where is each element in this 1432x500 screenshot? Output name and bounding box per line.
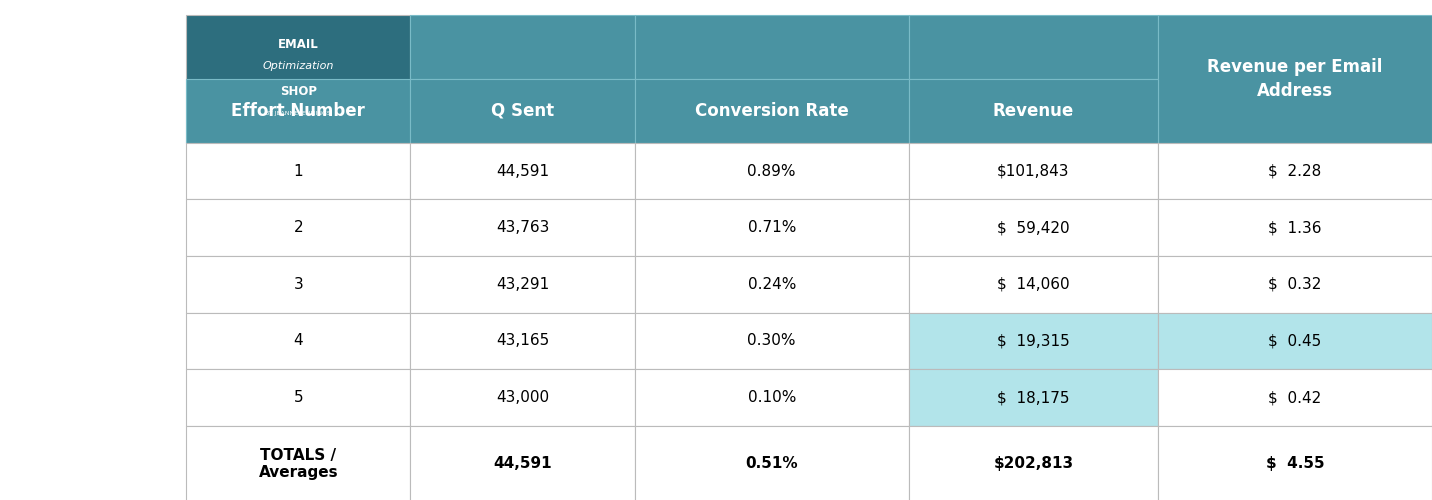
Bar [411,79,634,143]
Text: 3: 3 [294,277,304,292]
Bar [634,79,909,143]
Text: 5: 5 [294,390,304,405]
Text: 0.30%: 0.30% [748,334,796,348]
Bar [909,312,1158,369]
Text: BY JEANNE JENNINGS: BY JEANNE JENNINGS [265,110,331,116]
Text: 0.24%: 0.24% [748,277,796,292]
Text: Effort Number: Effort Number [232,102,365,120]
Text: $  59,420: $ 59,420 [997,220,1070,235]
Text: 43,165: 43,165 [495,334,548,348]
Bar [634,369,909,426]
Bar [909,369,1158,426]
Bar [909,256,1158,312]
Text: Optimization: Optimization [262,62,334,72]
Text: $  0.45: $ 0.45 [1269,334,1322,348]
Text: 2: 2 [294,220,304,235]
Bar [634,143,909,200]
Text: $101,843: $101,843 [997,164,1070,178]
Bar [411,369,634,426]
Bar [186,200,411,256]
Text: 1: 1 [294,164,304,178]
Text: 43,000: 43,000 [495,390,548,405]
Bar [411,256,634,312]
Bar [186,312,411,369]
Text: TOTALS /
Averages: TOTALS / Averages [258,448,338,480]
Bar [909,143,1158,200]
Text: 43,763: 43,763 [495,220,550,235]
Bar [634,426,909,500]
Bar [634,15,909,79]
Bar [1158,256,1432,312]
Text: 0.89%: 0.89% [748,164,796,178]
Text: Conversion Rate: Conversion Rate [695,102,849,120]
Bar [186,256,411,312]
Bar [186,426,411,500]
Bar [909,200,1158,256]
Text: Q Sent: Q Sent [491,102,554,120]
Text: 0.51%: 0.51% [746,456,798,471]
Text: $  0.32: $ 0.32 [1269,277,1322,292]
Text: SHOP: SHOP [279,84,316,98]
Bar [411,426,634,500]
Text: 44,591: 44,591 [495,164,548,178]
Bar [411,200,634,256]
Text: $202,813: $202,813 [994,456,1074,471]
Text: 0.10%: 0.10% [748,390,796,405]
Bar [1158,143,1432,200]
Bar [1158,312,1432,369]
Bar [1158,369,1432,426]
Bar [411,312,634,369]
Bar [411,15,634,79]
Bar [634,312,909,369]
Bar [186,143,411,200]
Bar [186,15,411,143]
Bar [909,426,1158,500]
Text: $  14,060: $ 14,060 [997,277,1070,292]
Bar [186,369,411,426]
Text: Revenue per Email
Address: Revenue per Email Address [1207,58,1383,100]
Bar [186,79,411,143]
Text: $  0.42: $ 0.42 [1269,390,1322,405]
Text: $  2.28: $ 2.28 [1269,164,1322,178]
Text: $  1.36: $ 1.36 [1269,220,1322,235]
Bar [634,200,909,256]
Text: 43,291: 43,291 [495,277,548,292]
Text: $  18,175: $ 18,175 [997,390,1070,405]
Bar [909,79,1158,143]
Bar [909,15,1158,79]
Bar [411,143,634,200]
Text: EMAIL: EMAIL [278,38,319,51]
Bar [1158,200,1432,256]
Text: $  4.55: $ 4.55 [1266,456,1325,471]
Text: 0.71%: 0.71% [748,220,796,235]
Bar [1158,15,1432,143]
Text: Revenue: Revenue [992,102,1074,120]
Bar [1158,426,1432,500]
Text: 4: 4 [294,334,304,348]
Bar [634,256,909,312]
Text: 44,591: 44,591 [493,456,551,471]
Text: $  19,315: $ 19,315 [997,334,1070,348]
